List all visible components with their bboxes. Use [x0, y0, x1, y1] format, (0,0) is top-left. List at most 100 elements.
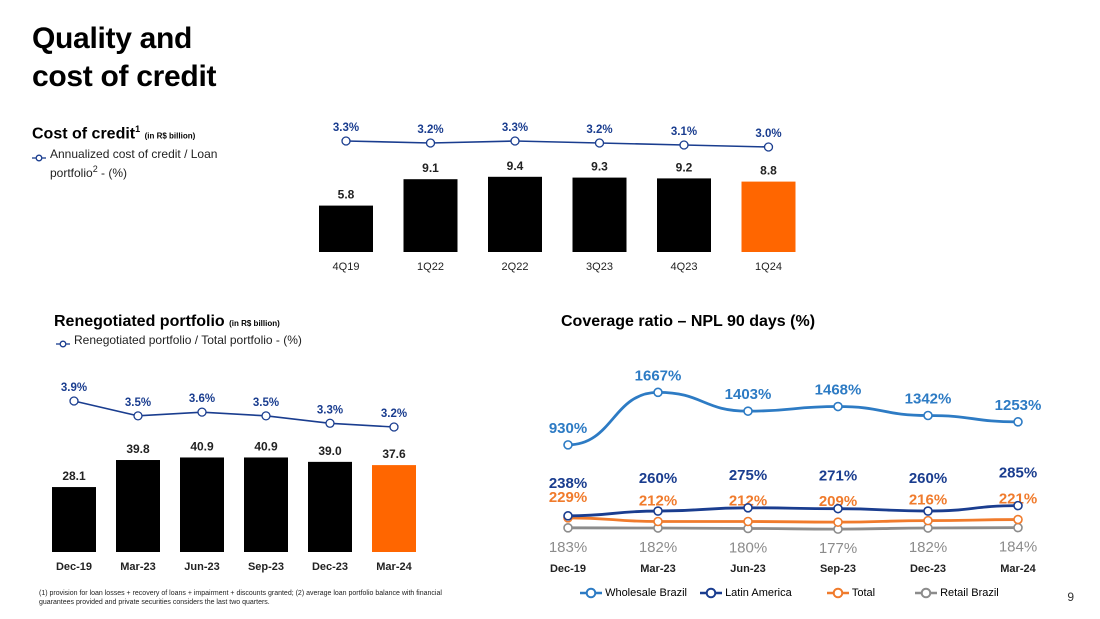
- bar-value-label: 8.8: [760, 164, 777, 178]
- category-tick-label: Dec-23: [910, 563, 946, 575]
- series-line: [567, 526, 1019, 531]
- overlay-line-point: [325, 418, 335, 428]
- overlay-line-point: [133, 411, 143, 421]
- series-point-label: 182%: [639, 539, 677, 556]
- bar: [572, 177, 627, 252]
- legend-marker-icon: [580, 587, 602, 599]
- bar-value-label: 5.8: [338, 188, 355, 202]
- overlay-line-label: 3.0%: [755, 128, 781, 140]
- category-tick-label: Sep-23: [820, 563, 856, 575]
- bar-value-label: 9.1: [422, 161, 439, 175]
- series-point: [563, 440, 573, 450]
- series-point-label: 212%: [639, 493, 677, 510]
- overlay-line-point: [389, 422, 399, 432]
- series-point-label: 1667%: [635, 367, 682, 384]
- coverage-title: Coverage ratio – NPL 90 days (%): [561, 313, 816, 330]
- series-point-label: 221%: [999, 491, 1037, 508]
- series-point: [1013, 514, 1023, 525]
- legend-item-wholesale-brazil: Wholesale Brazil: [580, 587, 687, 599]
- category-tick-label: Sep-23: [248, 561, 284, 573]
- series-point: [923, 506, 933, 516]
- category-tick-label: Mar-23: [120, 561, 155, 573]
- series-point: [833, 401, 843, 412]
- overlay-line-point: [425, 138, 436, 148]
- category-tick-label: Dec-19: [550, 563, 586, 575]
- series-point-label: 183%: [549, 539, 587, 556]
- bar: [116, 460, 160, 552]
- overlay-line-label: 3.2%: [381, 408, 407, 420]
- bar-value-label: 9.3: [591, 160, 608, 174]
- series-point-label: 1253%: [995, 397, 1042, 414]
- series-point: [923, 410, 933, 421]
- legend-label-latin-america: Latin America: [725, 587, 792, 599]
- series-point-label: 1342%: [905, 391, 952, 408]
- bar: [372, 465, 416, 552]
- overlay-line-point: [261, 411, 271, 421]
- renegotiated-unit: (in R$ billion): [229, 319, 280, 328]
- cost-of-credit-legend-sup: 2: [92, 164, 98, 174]
- page-title-line-2: cost of credit: [32, 60, 217, 93]
- renegotiated-portfolio-chart: 28.1 Dec-19 3.9% 39.8 Mar-23 3.5% 40.9 Jun-23 3.…: [52, 382, 416, 573]
- cost-of-credit-legend-line1: Annualized cost of credit / Loan: [50, 147, 218, 161]
- legend-label-wholesale-brazil: Wholesale Brazil: [605, 587, 687, 599]
- series-point-label: 271%: [819, 468, 857, 485]
- legend-item-retail-brazil: Retail Brazil: [915, 587, 999, 599]
- coverage-legend: Wholesale Brazil Latin America Total Ret…: [580, 587, 1020, 603]
- category-tick-label: 2Q22: [502, 261, 529, 273]
- legend-label-total: Total: [851, 587, 876, 599]
- overlay-line-label: 3.1%: [671, 126, 697, 138]
- cost-of-credit-legend-tail: - (%): [97, 166, 128, 180]
- bar: [657, 178, 711, 252]
- legend-item-latin-america: Latin America: [700, 587, 792, 599]
- overlay-line-label: 3.2%: [417, 124, 443, 136]
- bar-value-label: 39.8: [126, 442, 150, 456]
- bar-value-label: 9.2: [676, 160, 693, 174]
- overlay-line-label: 3.6%: [189, 393, 215, 405]
- category-tick-label: 1Q22: [417, 261, 444, 273]
- category-tick-label: 4Q19: [333, 261, 360, 273]
- series-point-label: 229%: [549, 489, 587, 506]
- overlay-line-label: 3.2%: [586, 124, 612, 136]
- bar-value-label: 39.0: [318, 444, 342, 458]
- series-point: [563, 523, 573, 533]
- bar: [319, 205, 373, 252]
- bar: [403, 179, 458, 252]
- category-tick-label: Mar-24: [376, 561, 412, 573]
- overlay-line-point: [341, 136, 351, 146]
- bar: [244, 457, 288, 552]
- overlay-line-label: 3.9%: [61, 382, 87, 394]
- bar-value-label: 37.6: [382, 447, 406, 461]
- series-point-label: 180%: [729, 539, 767, 556]
- bar: [180, 457, 224, 552]
- series-point-label: 1468%: [815, 382, 862, 399]
- bar-value-label: 40.9: [190, 439, 214, 453]
- coverage-ratio-chart: 183% 182% 180% 177% 182% 184% 229% 212% 212% 209%…: [549, 367, 1042, 575]
- renegotiated-legend-label: Renegotiated portfolio / Total portfolio…: [74, 333, 302, 347]
- series-point: [833, 517, 843, 527]
- bar: [741, 181, 796, 252]
- legend-marker-icon: [915, 587, 937, 599]
- page-title-line-1: Quality and: [32, 22, 193, 55]
- cost-of-credit-unit: (in R$ billion): [144, 131, 196, 141]
- category-tick-label: Dec-23: [312, 561, 348, 573]
- footnote: (1) provision for loan losses + recovery…: [39, 589, 479, 607]
- series-point-label: 260%: [909, 470, 947, 487]
- series-point: [923, 515, 933, 526]
- cost-of-credit-legend: Annualized cost of credit / Loan portfol…: [32, 147, 262, 181]
- series-point: [653, 516, 663, 527]
- overlay-line-label: 3.5%: [125, 397, 151, 409]
- series-point: [1013, 417, 1023, 427]
- series-point: [743, 406, 753, 416]
- footnote-line-2: guarantees provided and private securiti…: [39, 599, 270, 606]
- cost-of-credit-title-sup: 1: [135, 124, 141, 134]
- cost-of-credit-title: Cost of credit: [32, 125, 136, 143]
- series-point: [653, 387, 663, 398]
- category-tick-label: 4Q23: [671, 261, 698, 273]
- page-number: 9: [1067, 590, 1074, 604]
- category-tick-label: 1Q24: [755, 261, 782, 273]
- renegotiated-header: Renegotiated portfolio (in R$ billion): [54, 313, 280, 331]
- bar-value-label: 40.9: [254, 439, 278, 453]
- overlay-line-point: [679, 140, 689, 150]
- renegotiated-title: Renegotiated portfolio: [54, 313, 225, 330]
- series-point: [1013, 500, 1023, 511]
